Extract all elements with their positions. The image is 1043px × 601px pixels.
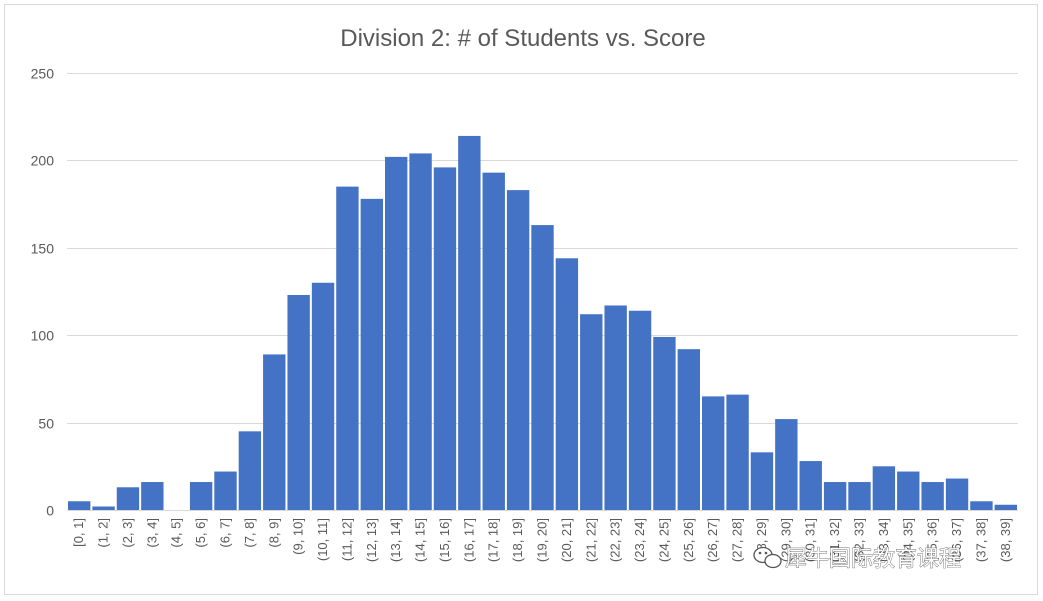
x-tick-label: (22, 23] (608, 518, 623, 562)
x-tick-label: (10, 11] (315, 518, 330, 561)
wechat-icon (753, 546, 782, 569)
bar (263, 354, 286, 510)
bar (775, 419, 798, 510)
x-tick-label: (26, 27] (705, 518, 720, 562)
bar (945, 478, 969, 510)
bar (848, 482, 871, 510)
x-tick-label: (8, 9] (266, 518, 281, 548)
bar (287, 295, 310, 510)
x-tick-label: (30, 31] (803, 518, 818, 562)
x-tick-label: (15, 16] (437, 518, 452, 562)
x-tick-label: (12, 13] (364, 518, 379, 562)
x-tick-label: (37, 38] (973, 518, 988, 562)
bar (970, 501, 993, 510)
x-tick-label: (36, 37] (949, 518, 964, 562)
x-tick-label: (24, 25] (656, 518, 671, 562)
bar (628, 310, 652, 510)
x-tick-label: (14, 15] (413, 518, 428, 562)
bar (799, 461, 822, 510)
x-tick-label: (32, 33] (852, 518, 867, 562)
x-tick-label: (23, 24] (632, 518, 647, 562)
bar (677, 349, 700, 510)
bar (116, 487, 140, 510)
y-tick-label: 50 (38, 416, 54, 432)
x-tick-label: (17, 18] (486, 518, 501, 562)
x-tick-label: (31, 32] (827, 518, 842, 562)
y-tick-label: 150 (31, 241, 55, 257)
x-tick-label: (34, 35] (900, 518, 915, 562)
bar (68, 501, 91, 510)
bar (702, 396, 725, 510)
bar (311, 282, 335, 510)
bar (409, 153, 432, 510)
x-tick-label: (16, 17] (461, 518, 476, 562)
bars (68, 135, 1017, 511)
x-tick-label: (7, 8] (242, 518, 257, 548)
x-tick-label: (25, 26] (681, 518, 696, 562)
x-tick-label: (5, 6] (193, 518, 208, 548)
x-tick-label: (20, 21] (559, 518, 574, 562)
bar (604, 305, 627, 510)
watermark: 犀牛国际教育课程 (753, 546, 961, 572)
bar (994, 504, 1017, 510)
y-axis-ticks: 0 50 100 150 200 250 (31, 66, 55, 519)
x-tick-label: (35, 36] (925, 518, 940, 562)
bar (189, 482, 213, 510)
x-tick-label: (2, 3] (120, 518, 135, 548)
bar (506, 190, 530, 510)
x-tick-label: (18, 19] (510, 518, 525, 562)
bar (653, 336, 676, 510)
x-tick-label: (3, 4] (144, 518, 159, 548)
x-tick-label: (29, 30] (778, 518, 793, 562)
x-tick-label: [0, 1] (71, 518, 86, 547)
y-tick-label: 250 (31, 66, 55, 82)
bar (921, 482, 944, 510)
x-tick-label: (4, 5] (169, 518, 184, 548)
x-tick-label: (11, 12] (339, 518, 354, 561)
x-tick-label: (19, 20] (535, 518, 550, 562)
bar (214, 471, 237, 510)
y-tick-label: 0 (46, 503, 54, 519)
x-tick-label: (1, 2] (96, 518, 111, 548)
watermark-text: 犀牛国际教育课程 (785, 547, 961, 572)
bar (92, 506, 115, 510)
bar (141, 482, 164, 510)
bar (482, 172, 505, 510)
bar (360, 198, 383, 511)
x-axis-ticks: [0, 1] (1, 2] (2, 3] (3, 4] (4, 5] (5, 6] (6, … (71, 518, 1013, 562)
bar (726, 394, 749, 510)
bar (555, 258, 579, 510)
y-tick-label: 100 (31, 328, 55, 344)
x-tick-label: (9, 10] (291, 518, 306, 555)
bar (385, 156, 408, 510)
bar (580, 314, 603, 510)
bar (531, 225, 554, 510)
x-tick-label: (21, 22] (583, 518, 598, 562)
bar (433, 167, 457, 510)
bar (823, 482, 847, 510)
bar (750, 452, 774, 510)
bar (336, 186, 359, 510)
chart-title: Division 2: # of Students vs. Score (340, 25, 706, 52)
x-tick-label: (38, 39] (998, 518, 1013, 562)
x-tick-label: (27, 28] (730, 518, 745, 562)
bar (872, 466, 896, 510)
x-tick-label: (13, 14] (388, 518, 403, 562)
x-tick-label: (6, 7] (218, 518, 233, 548)
y-tick-label: 200 (31, 153, 55, 169)
bar (238, 431, 262, 510)
x-tick-label: (33, 34] (876, 518, 891, 562)
bar (897, 471, 920, 510)
bar (458, 135, 481, 510)
